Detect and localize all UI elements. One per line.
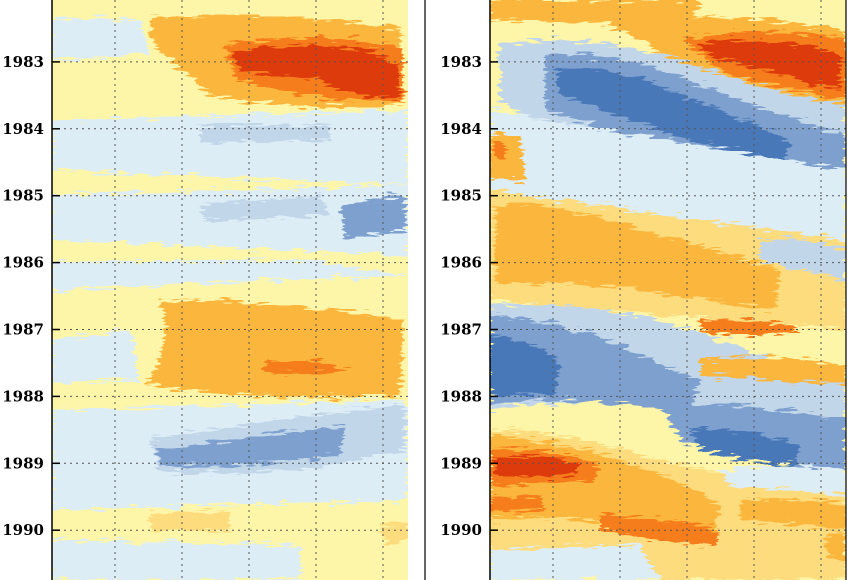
right-y-axis: 1982 1983 1984 1985 1986 1987 1988 1989 1990 [440,0,498,539]
right-anomaly-field [490,0,846,580]
right-field-patch [490,110,846,250]
y-tick-label: 1989 [440,454,482,472]
y-tick-label: 1986 [2,254,44,272]
left-field-patch [52,330,140,382]
left-field-patch [380,520,408,545]
y-tick-label: 1984 [440,120,482,138]
right-field-patch [495,204,780,310]
right-field-patch [555,69,790,160]
right-field-patch [700,356,846,385]
y-tick-label: 1989 [2,454,44,472]
left-field-patch [150,510,230,532]
right-field-patch [720,466,846,495]
right-field-patch [490,495,545,512]
right-gridlines [490,0,846,580]
right-field-patch [700,40,840,90]
y-tick-label: 1988 [2,387,44,405]
left-anomaly-field [52,14,408,580]
right-field-patch [495,142,505,160]
left-panel: 1982 1983 1984 1985 1986 1987 1988 1989 1990 [2,0,408,580]
y-tick-label: 1982 [440,0,482,4]
right-field-patch [690,429,800,465]
left-field-patch [155,425,345,467]
y-tick-label: 1987 [2,321,44,339]
left-field-patch [232,45,400,99]
y-tick-label: 1990 [440,521,482,539]
left-field-patch [340,195,405,240]
y-tick-label: 1990 [2,521,44,539]
left-field-patch [52,18,150,60]
right-field-patch [760,238,846,280]
y-tick-label: 1986 [440,254,482,272]
left-y-axis: 1982 1983 1984 1985 1986 1987 1988 1989 1990 [2,0,60,539]
y-tick-label: 1983 [2,53,44,71]
y-tick-label: 1988 [440,387,482,405]
left-field-patch [200,125,330,143]
left-gridlines [52,0,408,580]
y-tick-label: 1983 [440,53,482,71]
y-tick-label: 1984 [2,120,44,138]
right-field-patch [700,318,800,335]
y-tick-label: 1987 [440,321,482,339]
left-field-patch [145,300,404,398]
right-field-patch [490,545,660,580]
y-tick-label: 1982 [2,0,44,4]
left-field-patch [265,359,350,375]
y-tick-label: 1985 [2,187,44,205]
y-tick-label: 1985 [440,187,482,205]
right-field-patch [826,532,846,560]
left-field-patch [52,540,300,580]
left-field-patch [52,260,408,290]
left-field-patch [200,195,330,222]
right-field-patch [490,335,560,395]
right-field-patch [495,456,580,477]
right-field-patch [740,498,846,530]
right-panel: 1982 1983 1984 1985 1986 1987 1988 1989 1990 [440,0,847,580]
